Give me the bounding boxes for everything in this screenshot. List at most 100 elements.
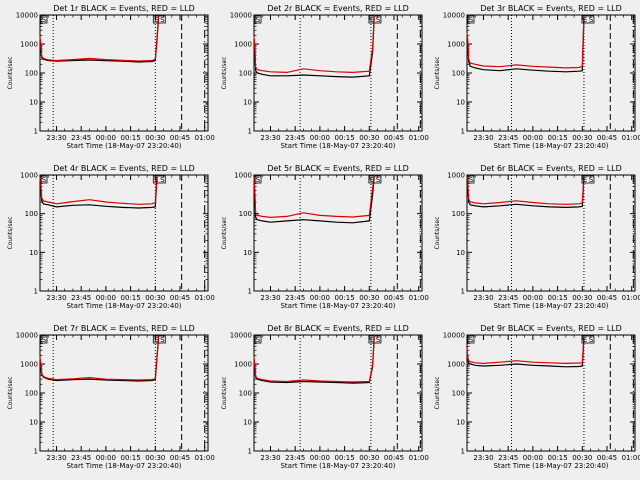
end-marker-label-s: S: [160, 176, 165, 184]
x-tick-label: 01:00: [622, 454, 640, 462]
x-axis-label: Start Time (18-May-07 23:20:40): [66, 462, 181, 470]
x-tick-label: 00:30: [572, 294, 592, 302]
chart-panel-1: Det 1r BLACK = Events, RED = LLD 1 10 100 10…: [7, 4, 215, 150]
end-marker-label-s: S: [589, 176, 594, 184]
x-axis-label: Start Time (18-May-07 23:20:40): [280, 462, 395, 470]
y-tick-label: 1000: [20, 172, 38, 180]
x-tick-label: 00:30: [359, 294, 379, 302]
start-marker-box: [40, 15, 48, 24]
plot-frame: [253, 174, 423, 292]
chart-panel-3: Det 3r BLACK = Events, RED = LLD 1 10 100 10…: [434, 4, 640, 150]
y-tick-label: 1000: [20, 41, 38, 49]
y-tick-label: 1: [461, 448, 465, 456]
y-tick-label: 100: [452, 390, 465, 398]
chart-title: Det 7r BLACK = Events, RED = LLD: [53, 324, 195, 333]
x-tick-label: 00:30: [572, 454, 592, 462]
start-marker-label: S: [469, 336, 474, 344]
end-marker-label-e: E: [154, 176, 158, 184]
end-marker-box: [581, 175, 595, 184]
lld-series-line: [253, 175, 375, 219]
x-tick-label: 00:45: [170, 454, 190, 462]
x-tick-label: 00:15: [334, 454, 354, 462]
y-tick-label: 100: [239, 210, 252, 218]
x-tick-label: 01:00: [409, 134, 429, 142]
start-marker-label: S: [469, 176, 474, 184]
x-tick-label: 23:45: [498, 454, 518, 462]
y-tick-label: 100: [25, 390, 38, 398]
end-marker-label-s: S: [376, 336, 381, 344]
end-marker-box: [152, 175, 166, 184]
start-marker-box: [254, 15, 262, 24]
start-marker-box: [254, 335, 262, 344]
x-tick-label: 00:15: [334, 294, 354, 302]
x-tick-label: 00:00: [523, 294, 543, 302]
y-tick-label: 10: [456, 99, 465, 107]
lld-series-line: [253, 336, 375, 383]
x-tick-label: 23:30: [473, 294, 493, 302]
end-marker-box: [581, 335, 595, 344]
x-tick-label: 01:00: [622, 134, 640, 142]
end-marker-box: [368, 335, 382, 344]
chart-title: Det 8r BLACK = Events, RED = LLD: [267, 324, 409, 333]
y-tick-label: 1: [34, 128, 38, 136]
end-marker-label-e: E: [370, 336, 374, 344]
x-axis-label: Start Time (18-May-07 23:20:40): [493, 142, 608, 150]
x-tick-label: 01:00: [195, 294, 215, 302]
plot-frame: [39, 334, 209, 452]
x-tick-label: 00:45: [384, 134, 404, 142]
start-marker-label: S: [42, 336, 47, 344]
events-series-line: [39, 178, 158, 209]
y-tick-label: 1: [34, 288, 38, 296]
x-tick-label: 23:45: [71, 134, 91, 142]
y-tick-label: 10000: [443, 12, 465, 20]
y-tick-label: 1000: [447, 172, 465, 180]
x-tick-label: 00:45: [170, 294, 190, 302]
end-marker-label-e: E: [583, 176, 587, 184]
x-tick-label: 00:45: [384, 294, 404, 302]
lld-series-line: [466, 175, 585, 205]
y-tick-label: 10: [29, 249, 38, 257]
events-series-line: [39, 17, 160, 63]
start-marker-box: [40, 175, 48, 184]
plot-frame: [39, 14, 209, 132]
y-tick-label: 1000: [447, 361, 465, 369]
x-tick-label: 00:15: [120, 134, 140, 142]
x-tick-label: 00:00: [523, 134, 543, 142]
y-tick-label: 1: [461, 288, 465, 296]
events-series-line: [253, 337, 375, 384]
chart-title: Det 2r BLACK = Events, RED = LLD: [267, 4, 409, 13]
end-marker-label-e: E: [154, 16, 158, 24]
lld-series-line: [466, 336, 585, 365]
x-tick-label: 00:45: [384, 454, 404, 462]
x-tick-label: 00:15: [120, 454, 140, 462]
x-tick-label: 00:00: [96, 454, 116, 462]
end-marker-label-s: S: [160, 16, 165, 24]
end-marker-box: [581, 15, 595, 24]
start-marker-box: [40, 335, 48, 344]
start-marker-box: [254, 175, 262, 184]
x-tick-label: 23:30: [46, 134, 66, 142]
y-tick-label: 1: [248, 448, 252, 456]
x-tick-label: 23:30: [260, 134, 280, 142]
x-axis-label: Start Time (18-May-07 23:20:40): [66, 302, 181, 310]
x-tick-label: 23:45: [71, 294, 91, 302]
y-tick-label: 10: [243, 99, 252, 107]
y-tick-label: 1: [248, 128, 252, 136]
x-tick-label: 00:15: [120, 294, 140, 302]
y-axis-label: Counts/sec: [434, 56, 441, 89]
x-tick-label: 00:30: [359, 134, 379, 142]
y-axis-label: Counts/sec: [7, 216, 14, 249]
start-marker-box: [467, 15, 475, 24]
chart-panel-4: Det 4r BLACK = Events, RED = LLD 1 10 100 10…: [7, 164, 215, 310]
x-axis-label: Start Time (18-May-07 23:20:40): [280, 302, 395, 310]
x-tick-label: 00:30: [145, 134, 165, 142]
y-axis-label: Counts/sec: [221, 56, 228, 89]
x-tick-label: 00:45: [597, 134, 617, 142]
y-tick-label: 1000: [234, 361, 252, 369]
x-tick-label: 23:45: [498, 134, 518, 142]
start-marker-label: S: [256, 16, 261, 24]
x-tick-label: 00:00: [310, 294, 330, 302]
start-marker-label: S: [256, 176, 261, 184]
start-marker-label: S: [469, 16, 474, 24]
